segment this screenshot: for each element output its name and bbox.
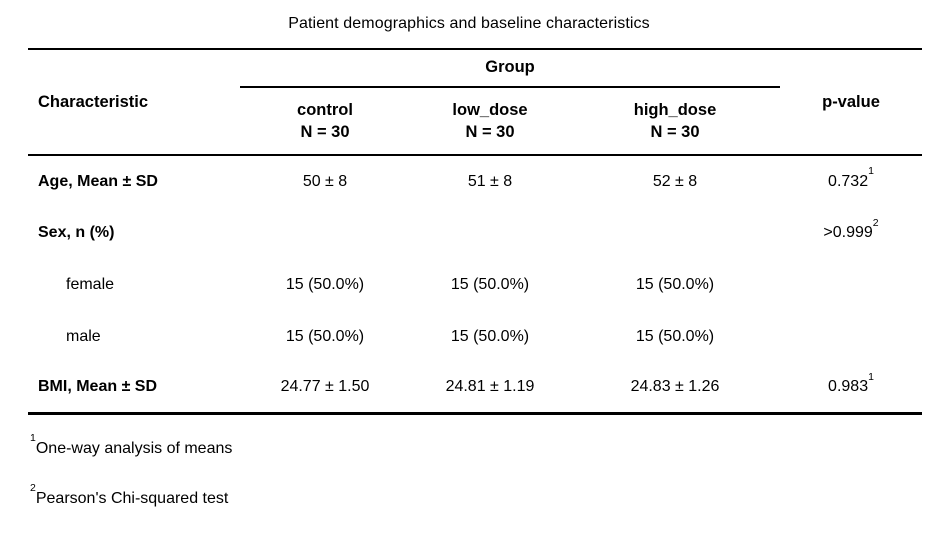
column-header-control-name: control [297,101,353,119]
p-value-column-header: p-value [780,49,922,156]
demographics-table: Characteristic Group p-value control N = … [28,48,922,415]
footnote-2-text: Pearson's Chi-squared test [35,489,229,507]
cell-value: 15 (50.0%) [635,328,715,345]
table-row-age: Age, Mean ± SD 50 ± 8 51 ± 8 52 ± 8 0.73… [28,155,922,207]
table-row-female: female 15 (50.0%) 15 (50.0%) 15 (50.0%) [28,259,922,311]
column-header-high-dose-n: N = 30 [650,123,700,141]
p-value-cell: 0.7321 [828,165,874,190]
column-header-high-dose-name: high_dose [633,101,717,119]
cell-value: 15 (50.0%) [285,276,365,293]
row-label: Age, Mean ± SD [38,172,158,190]
footnote-1-marker: 1 [30,432,36,445]
column-header-high-dose: high_dose N = 30 [570,87,780,156]
cell-value [570,207,780,259]
characteristic-column-header: Characteristic [28,49,240,156]
cell-value: 15 (50.0%) [285,328,365,345]
cell-value: 24.81 ± 1.19 [410,363,570,415]
column-header-low-dose: low_dose N = 30 [410,87,570,156]
column-header-low-dose-name: low_dose [452,101,528,119]
row-label: female [66,276,115,293]
cell-value: 15 (50.0%) [635,276,715,293]
column-header-control: control N = 30 [240,87,410,156]
row-label: BMI, Mean ± SD [28,363,240,415]
group-spanner-header: Group [240,49,780,88]
cell-value: 15 (50.0%) [450,276,530,293]
footnote-marker: 1 [868,165,874,178]
footnote-2: 2Pearson's Chi-squared test [30,483,938,508]
table-body: Age, Mean ± SD 50 ± 8 51 ± 8 52 ± 8 0.73… [28,155,922,415]
cell-value: 24.83 ± 1.26 [570,363,780,415]
cell-value: 51 ± 8 [467,172,513,190]
footnote-1-text: One-way analysis of means [35,439,233,457]
cell-value: 52 ± 8 [652,172,698,190]
p-value-cell [780,311,922,363]
cell-value: 15 (50.0%) [450,328,530,345]
column-header-low-dose-n: N = 30 [465,123,515,141]
column-header-control-n: N = 30 [300,123,350,141]
footnote-marker: 1 [868,371,874,384]
table-row-bmi: BMI, Mean ± SD 24.77 ± 1.50 24.81 ± 1.19… [28,363,922,415]
cell-value: 24.77 ± 1.50 [240,363,410,415]
p-value-cell: >0.9992 [823,216,879,241]
row-label: male [66,328,101,345]
cell-value: 50 ± 8 [302,172,348,190]
cell-value [410,207,570,259]
table-row-sex: Sex, n (%) >0.9992 [28,207,922,259]
footnote-1: 1One-way analysis of means [30,433,938,458]
table-row-male: male 15 (50.0%) 15 (50.0%) 15 (50.0%) [28,311,922,363]
footnote-marker: 2 [872,216,879,229]
table-title: Patient demographics and baseline charac… [288,15,650,32]
p-value-cell [780,259,922,311]
p-value-cell: 0.9831 [780,363,922,415]
table-footnotes: 1One-way analysis of means 2Pearson's Ch… [30,433,938,508]
row-label: Sex, n (%) [38,224,115,241]
footnote-2-marker: 2 [30,482,36,495]
cell-value [240,207,410,259]
table-header: Characteristic Group p-value control N = … [28,49,922,156]
